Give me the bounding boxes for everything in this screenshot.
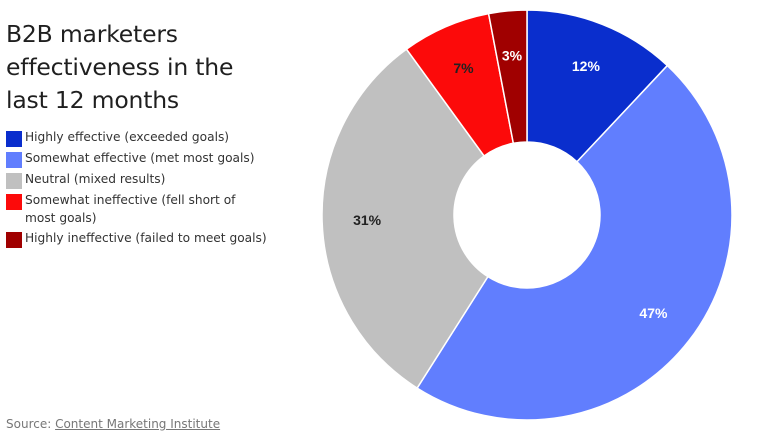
legend-label: Somewhat ineffective (fell short of most… [25, 193, 236, 225]
legend-label: Highly ineffective (failed to meet goals… [25, 231, 267, 245]
legend-swatch [6, 173, 22, 189]
legend-item: Neutral (mixed results) [6, 171, 268, 189]
slice-value-label: 12% [572, 58, 601, 74]
chart-legend: Highly effective (exceeded goals) Somewha… [6, 129, 268, 251]
source-label: Source: [6, 417, 56, 431]
pie-slice [321, 48, 489, 390]
legend-swatch [6, 131, 22, 147]
slice-value-label: 47% [639, 305, 668, 321]
slice-value-label: 31% [353, 212, 382, 228]
pie-slice [487, 9, 528, 145]
pie-slice [526, 9, 669, 163]
legend-item: Somewhat effective (met most goals) [6, 150, 268, 168]
legend-item: Highly effective (exceeded goals) [6, 129, 268, 147]
slice-value-label: 7% [453, 60, 474, 76]
source-note: Source: Content Marketing Institute [6, 417, 220, 431]
slice-value-label: 3% [502, 48, 523, 64]
legend-label: Highly effective (exceeded goals) [25, 130, 230, 144]
legend-swatch [6, 152, 22, 168]
legend-swatch [6, 194, 22, 210]
pie-slice [416, 64, 733, 421]
legend-swatch [6, 232, 22, 248]
legend-item: Somewhat ineffective (fell short of most… [6, 192, 268, 227]
chart-title: B2B marketers effectiveness in the last … [6, 20, 234, 114]
legend-label: Somewhat effective (met most goals) [25, 151, 255, 165]
source-link[interactable]: Content Marketing Institute [55, 417, 221, 431]
legend-label: Neutral (mixed results) [25, 172, 166, 186]
legend-item: Highly ineffective (failed to meet goals… [6, 230, 268, 248]
